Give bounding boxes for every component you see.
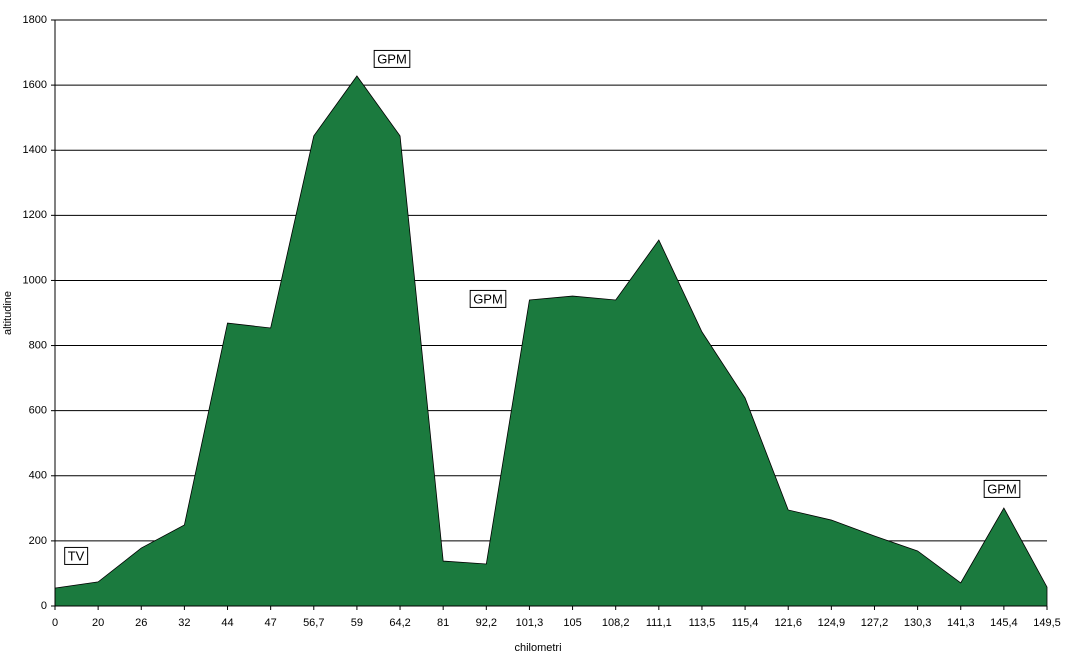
x-tick-label: 111,1 (646, 617, 672, 629)
y-axis-label: altitudine (2, 291, 14, 335)
annotation: TV (68, 548, 85, 563)
x-tick-label: 47 (265, 617, 277, 629)
x-tick-label: 81 (437, 617, 449, 629)
x-tick-label: 26 (135, 617, 147, 629)
x-tick-label: 32 (178, 617, 190, 629)
x-tick-label: 130,3 (904, 617, 932, 629)
x-tick-label: 101,3 (516, 617, 544, 629)
area (54, 75, 1048, 607)
y-tick-label: 400 (29, 470, 47, 482)
x-axis-label: chilometri (514, 642, 561, 654)
y-tick-label: 1200 (23, 209, 47, 221)
y-tick-label: 0 (41, 600, 47, 612)
x-tick-label: 0 (52, 617, 58, 629)
y-tick-label: 600 (29, 405, 47, 417)
x-tick-label: 59 (351, 617, 363, 629)
x-tick-label: 121,6 (774, 617, 802, 629)
x-tick-label: 44 (221, 617, 233, 629)
annotation-box (373, 49, 411, 68)
y-tick-label: 800 (29, 339, 47, 351)
x-tick-label: 56,7 (303, 617, 324, 629)
annotation: GPM (987, 481, 1017, 496)
x-tick-label: 141,3 (947, 617, 975, 629)
y-tick-label: 1600 (23, 79, 47, 91)
x-tick-label: 113,5 (689, 617, 716, 629)
y-tick-label: 1400 (23, 144, 47, 156)
x-tick-label: 127,2 (861, 617, 889, 629)
x-tick-label: 105 (563, 617, 581, 629)
annotation-box (469, 289, 507, 308)
x-tick-label: 108,2 (602, 617, 630, 629)
y-tick-label: 200 (29, 535, 47, 547)
annotation-box (983, 479, 1021, 498)
y-tick-label: 1000 (23, 274, 47, 286)
x-tick-label: 124,9 (818, 617, 846, 629)
x-tick-label: 149,5 (1033, 617, 1061, 629)
x-tick-label: 20 (92, 617, 104, 629)
x-tick-label: 64,2 (389, 617, 410, 629)
annotation: GPM (377, 51, 407, 66)
annotation-box (64, 546, 89, 565)
annotation: GPM (473, 291, 503, 306)
x-tick-label: 115,4 (732, 617, 759, 629)
x-tick-label: 92,2 (476, 617, 497, 629)
x-tick-label: 145,4 (990, 617, 1018, 629)
y-tick-label: 1800 (23, 14, 47, 26)
